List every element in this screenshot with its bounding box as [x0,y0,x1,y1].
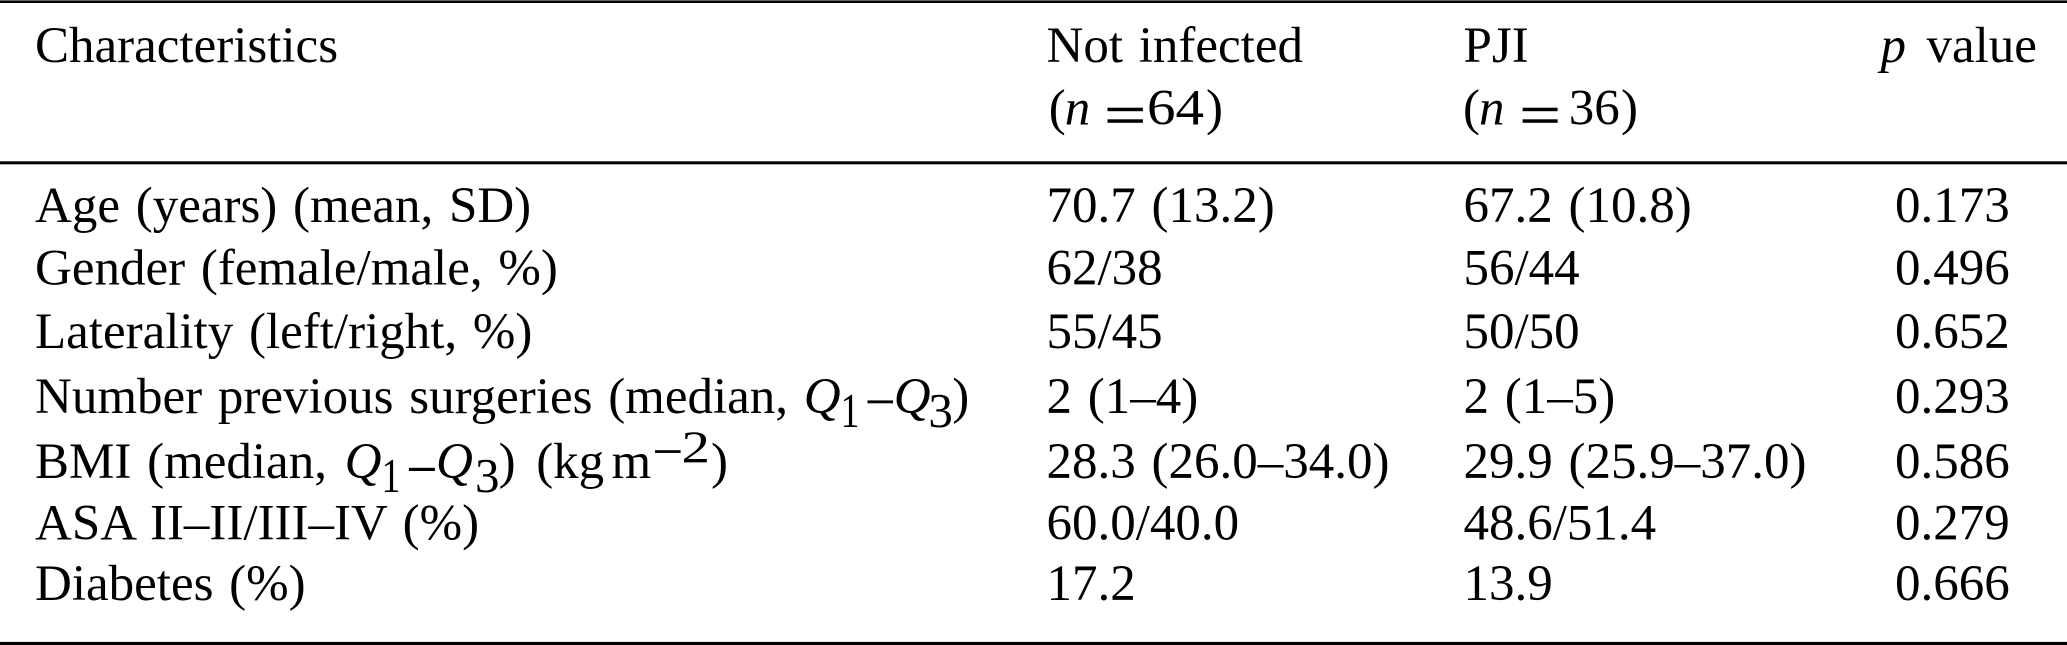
svg-text:56/44: 56/44 [1464,241,1580,297]
svg-text:3: 3 [928,383,953,438]
svg-text:Q: Q [804,369,841,425]
svg-text:0.652: 0.652 [1895,304,2010,360]
svg-text:n: n [1479,81,1505,137]
svg-text:0.496: 0.496 [1895,241,2010,297]
svg-text:Diabetes (%): Diabetes (%) [35,556,306,612]
svg-text:0.279: 0.279 [1895,496,2010,552]
svg-text:28.3 (26.0–34.0): 28.3 (26.0–34.0) [1047,434,1390,490]
svg-text:0.293: 0.293 [1895,369,2010,425]
svg-text:(kg: (kg [536,434,604,490]
svg-text:): ) [952,369,969,425]
svg-text:70.7 (13.2): 70.7 (13.2) [1047,178,1275,234]
svg-text:Age (years) (mean, SD): Age (years) (mean, SD) [35,178,531,234]
svg-text:Characteristics: Characteristics [35,18,338,74]
svg-text:2 (1–4): 2 (1–4) [1047,369,1199,425]
svg-text:50/50: 50/50 [1464,304,1580,360]
svg-text:): ) [711,434,728,490]
svg-text:64: 64 [1147,81,1204,137]
svg-text:m: m [612,434,652,490]
svg-text:29.9 (25.9–37.0): 29.9 (25.9–37.0) [1464,434,1807,490]
svg-text:value: value [1927,18,2037,74]
svg-text:Q: Q [345,434,382,490]
svg-text:PJI: PJI [1464,18,1529,74]
svg-text:): ) [1206,81,1223,137]
svg-text:Laterality (left/right, %): Laterality (left/right, %) [35,304,532,360]
svg-text:1: 1 [841,383,860,438]
svg-text:): ) [1621,81,1638,137]
svg-text:): ) [499,434,516,490]
svg-text:67.2 (10.8): 67.2 (10.8) [1464,178,1692,234]
svg-text:0.586: 0.586 [1895,434,2010,490]
svg-text:(: ( [1463,81,1480,137]
svg-text:55/45: 55/45 [1047,304,1163,360]
svg-text:1: 1 [382,448,401,503]
svg-text:(: ( [1049,81,1066,137]
svg-text:Not infected: Not infected [1047,18,1303,74]
svg-text:0.666: 0.666 [1895,556,2010,612]
svg-text:2 (1–5): 2 (1–5) [1464,369,1616,425]
svg-text:Q: Q [436,434,473,490]
svg-text:13.9: 13.9 [1464,556,1553,612]
svg-text:p: p [1878,18,1907,74]
svg-text:0.173: 0.173 [1895,178,2010,234]
svg-text:62/38: 62/38 [1047,241,1163,297]
svg-text:n: n [1065,81,1091,137]
svg-text:60.0/40.0: 60.0/40.0 [1047,496,1240,552]
svg-text:48.6/51.4: 48.6/51.4 [1464,496,1657,552]
svg-text:Gender (female/male, %): Gender (female/male, %) [35,241,558,297]
svg-text:Number previous surgeries (med: Number previous surgeries (median, [35,369,788,425]
svg-text:BMI (median,: BMI (median, [35,434,327,490]
svg-text:Q: Q [894,369,931,425]
svg-text:ASA II–II/III–IV (%): ASA II–II/III–IV (%) [35,496,479,552]
svg-text:2: 2 [682,422,711,472]
svg-text:36: 36 [1569,81,1620,137]
svg-text:17.2: 17.2 [1047,556,1136,612]
svg-text:3: 3 [475,448,500,503]
